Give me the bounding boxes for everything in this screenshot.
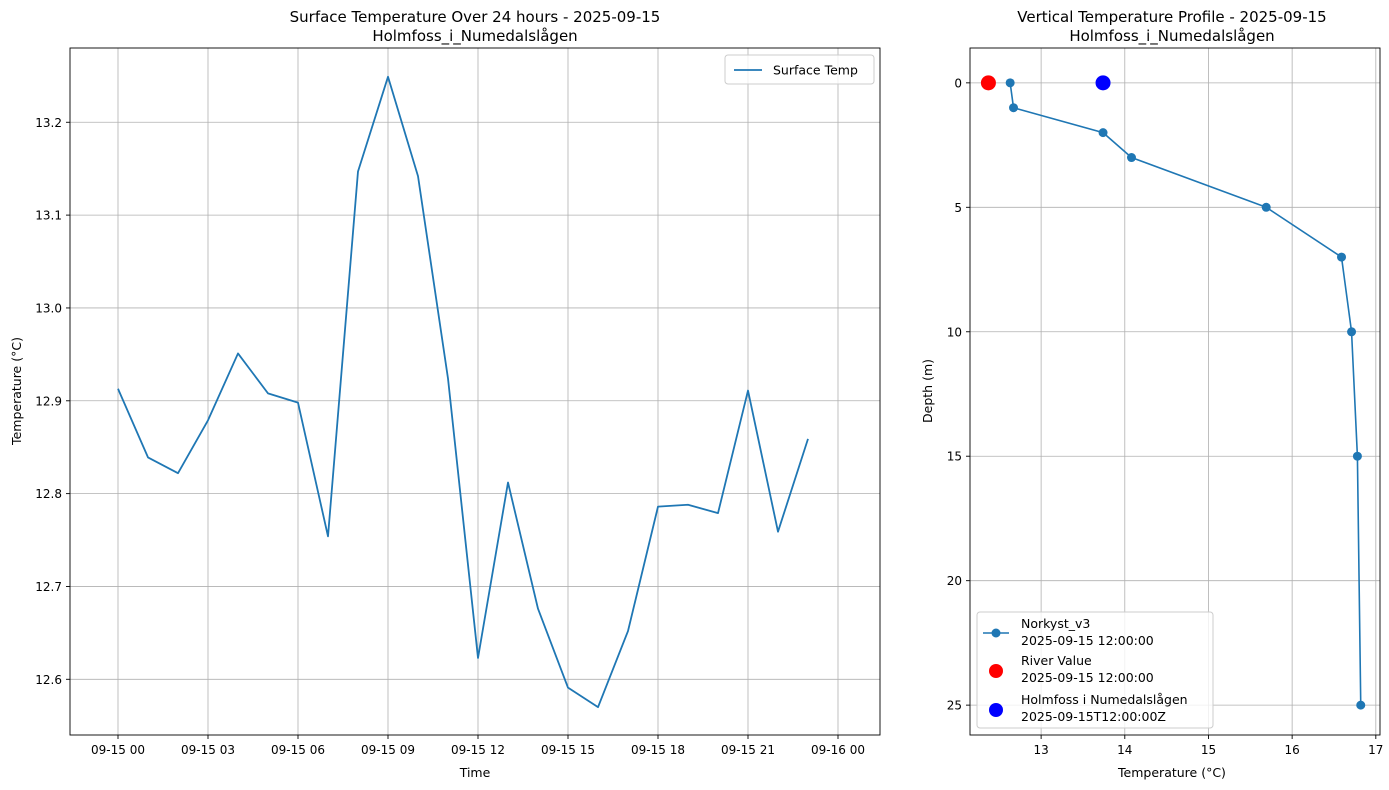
chart1-y-tick-label: 12.6 (35, 673, 62, 687)
chart2-legend-holmfoss-label: Holmfoss i Numedalslågen (1021, 692, 1188, 707)
chart1-legend-label: Surface Temp (773, 63, 858, 78)
chart2-y-ticks: 0 5 10 15 20 25 (947, 76, 970, 713)
surface-temperature-chart: Surface Temperature Over 24 hours - 2025… (9, 8, 881, 780)
chart2-y-tick-label: 25 (947, 699, 962, 713)
chart2-legend-norkyst-marker (991, 628, 1001, 638)
chart2-x-tick-label: 17 (1368, 743, 1383, 757)
chart1-y-axis-label: Temperature (°C) (9, 337, 24, 446)
chart2-legend-norkyst-sublabel: 2025-09-15 12:00:00 (1021, 633, 1154, 648)
chart1-x-ticks: 09-15 00 09-15 03 09-15 06 09-15 09 09-15 12… (91, 735, 865, 757)
chart1-x-tick-label: 09-15 18 (631, 743, 685, 757)
chart2-norkyst-point (1352, 451, 1362, 461)
chart1-y-tick-label: 12.9 (35, 394, 62, 408)
chart1-legend-box (724, 54, 875, 85)
chart2-norkyst-point (1126, 153, 1136, 163)
chart1-legend: Surface Temp (724, 54, 875, 85)
chart1-x-tick-label: 09-15 03 (181, 743, 235, 757)
chart1-y-tick-label: 13.0 (35, 301, 62, 315)
chart1-title: Surface Temperature Over 24 hours - 2025… (290, 8, 661, 26)
chart2-legend-holmfoss-marker (989, 703, 1003, 717)
chart1-y-tick-label: 13.1 (35, 209, 62, 223)
chart2-norkyst-point (1098, 128, 1108, 138)
chart2-legend-river-label: River Value (1021, 653, 1092, 668)
chart2-norkyst-point (1009, 103, 1019, 113)
chart2-norkyst-point (1005, 78, 1015, 88)
chart1-y-ticks: 12.6 12.7 12.8 12.9 13.0 13.1 13.2 (35, 116, 70, 687)
chart2-legend-norkyst-label: Norkyst_v3 (1021, 616, 1090, 631)
chart2-x-tick-label: 15 (1201, 743, 1216, 757)
chart2-legend-holmfoss-sublabel: 2025-09-15T12:00:00Z (1021, 709, 1166, 724)
chart1-x-axis-label: Time (459, 765, 491, 780)
chart1-y-tick-label: 13.2 (35, 116, 62, 130)
chart2-y-tick-label: 10 (947, 325, 962, 339)
chart1-y-tick-label: 12.8 (35, 487, 62, 501)
chart2-x-tick-label: 13 (1033, 743, 1048, 757)
chart1-x-tick-label: 09-15 15 (541, 743, 595, 757)
chart2-x-tick-label: 14 (1117, 743, 1132, 757)
chart2-legend-river-marker (989, 664, 1003, 678)
chart2-series-group (980, 75, 1366, 710)
chart2-x-tick-label: 16 (1285, 743, 1300, 757)
chart2-y-tick-label: 15 (947, 450, 962, 464)
chart2-y-axis-label: Depth (m) (920, 359, 935, 423)
chart2-norkyst-point (1347, 327, 1357, 337)
chart2-river-value-point (980, 75, 996, 91)
chart2-norkyst-point (1356, 700, 1366, 710)
chart1-x-tick-label: 09-15 12 (451, 743, 505, 757)
chart1-x-tick-label: 09-15 06 (271, 743, 325, 757)
chart1-series-surface-temp-line (117, 75, 809, 709)
chart1-x-tick-label: 09-15 00 (91, 743, 145, 757)
chart2-legend-river-sublabel: 2025-09-15 12:00:00 (1021, 670, 1154, 685)
chart2-norkyst-point (1261, 202, 1271, 212)
chart2-subtitle: Holmfoss_i_Numedalslågen (1069, 27, 1274, 46)
chart1-x-tick-label: 09-15 09 (361, 743, 415, 757)
chart1-series-line-group (117, 75, 809, 709)
chart2-y-tick-label: 0 (954, 76, 962, 90)
chart2-y-tick-label: 20 (947, 574, 962, 588)
chart2-holmfoss-point (1095, 75, 1111, 91)
chart2-norkyst-point (1337, 252, 1347, 262)
chart1-y-tick-label: 12.7 (35, 580, 62, 594)
chart1-subtitle: Holmfoss_i_Numedalslågen (372, 27, 577, 46)
chart1-plot-frame (69, 47, 881, 736)
chart1-x-tick-label: 09-15 21 (721, 743, 775, 757)
chart2-x-axis-label: Temperature (°C) (1117, 765, 1226, 780)
chart2-title: Vertical Temperature Profile - 2025-09-1… (1017, 8, 1326, 26)
chart2-x-ticks: 13 14 15 16 17 (1033, 735, 1383, 757)
vertical-profile-chart: Vertical Temperature Profile - 2025-09-1… (920, 8, 1383, 780)
chart2-legend: Norkyst_v3 2025-09-15 12:00:00 River Val… (976, 611, 1214, 729)
chart2-legend-box (976, 611, 1214, 729)
chart2-plot-frame (969, 47, 1381, 736)
chart1-x-tick-label: 09-16 00 (811, 743, 865, 757)
chart2-y-tick-label: 5 (954, 201, 962, 215)
